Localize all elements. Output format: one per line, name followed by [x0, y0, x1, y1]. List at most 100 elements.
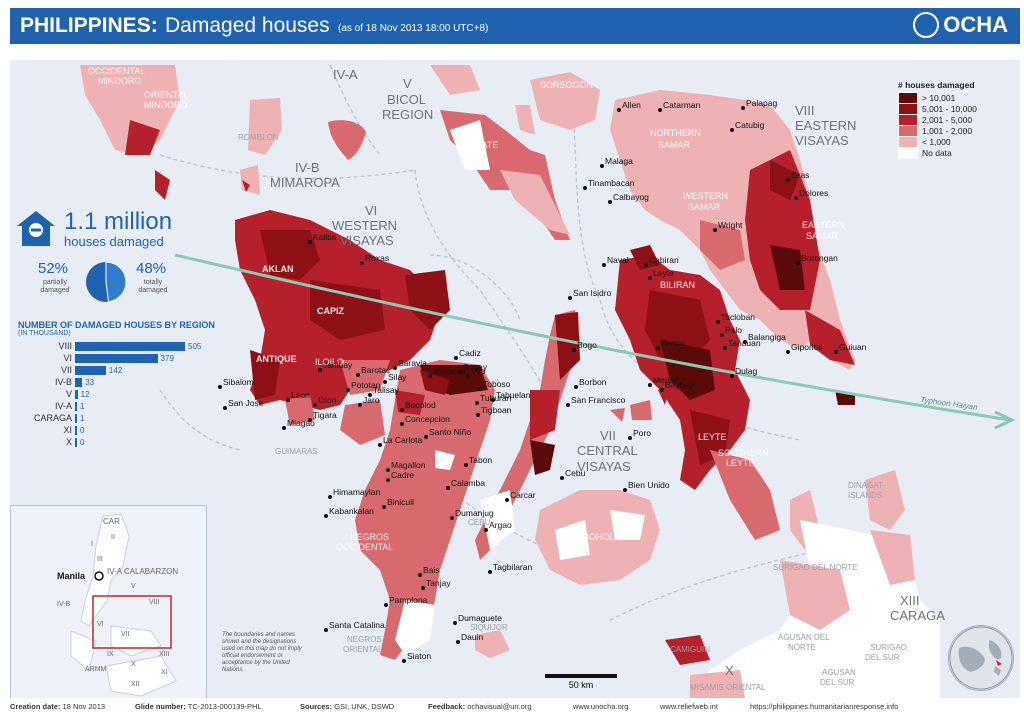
- sources: Sources: GSI, UNK, DSWD: [300, 702, 395, 711]
- place-marker: [400, 408, 404, 412]
- damage-pie-block: 52% partially damaged 48% totally damaged: [24, 260, 184, 308]
- inset-label: II: [111, 534, 115, 541]
- link-humanitarianresponse[interactable]: https://philippines.humanitarianresponse…: [750, 702, 899, 711]
- province-label: AGUSAN: [822, 668, 856, 677]
- chart-title: NUMBER OF DAMAGED HOUSES BY REGION: [18, 320, 215, 330]
- place-markers: Allen Catarman Palapag Catubig Malaga Tinamba…: [218, 98, 867, 663]
- partially-pct: 52%: [38, 260, 69, 277]
- legend-label: > 10,001: [922, 92, 956, 103]
- damage-pie-chart: [86, 261, 127, 303]
- bar-value-label: 33: [85, 377, 95, 387]
- place-label: Kabankalan: [329, 506, 374, 516]
- province-label: AKLAN: [262, 264, 294, 274]
- province-label: MINDORO: [98, 76, 142, 86]
- place-marker: [358, 403, 362, 407]
- mindanao-area: [665, 470, 940, 698]
- place-marker: [424, 435, 428, 439]
- place-label: Catarman: [663, 100, 701, 110]
- place-marker: [464, 463, 468, 467]
- place-marker: [660, 388, 664, 392]
- place-marker: [617, 108, 621, 112]
- region-label-vii: VII: [600, 428, 616, 443]
- province-label: OCCIDENTAL: [88, 66, 145, 76]
- place-label: Magallon: [391, 460, 426, 470]
- place-marker: [383, 380, 387, 384]
- region-label-viii-name: EASTERN: [795, 118, 856, 133]
- region-label-x: X: [725, 663, 734, 678]
- legend-item: 5,001 - 10,000: [898, 102, 1010, 115]
- place-label: Tanjay: [426, 578, 451, 588]
- glide-number: Glide number: TC-2013-000139-PHL: [135, 702, 262, 711]
- place-marker: [386, 478, 390, 482]
- place-marker: [478, 387, 482, 391]
- province-label: DINAGAT: [848, 481, 883, 490]
- place-marker: [450, 516, 454, 520]
- place-label: Jaro: [363, 395, 380, 405]
- place-label: Cadre: [391, 470, 414, 480]
- place-label: Oras: [791, 170, 809, 180]
- bar-row: IV-A 1: [18, 400, 218, 412]
- scale-bar-line: [545, 674, 617, 678]
- disclaimer-text: The boundaries and names shown and the d…: [222, 632, 302, 673]
- link-unocha[interactable]: www.unocha.org: [573, 702, 629, 711]
- inset-label: X: [131, 661, 136, 668]
- place-marker: [453, 621, 457, 625]
- place-label: Talisay: [373, 385, 400, 395]
- region-label-xiii: XIII: [900, 593, 920, 608]
- place-label: Calamba: [451, 478, 485, 488]
- place-label: Cabiran: [649, 255, 679, 265]
- place-marker: [346, 388, 350, 392]
- place-marker: [623, 488, 627, 492]
- place-marker: [574, 385, 578, 389]
- partially-label: partially damaged: [40, 279, 70, 294]
- link-reliefweb[interactable]: www.reliefweb.int: [660, 702, 718, 711]
- place-label: Leyte: [653, 268, 674, 278]
- place-label: Ormoc: [661, 338, 687, 348]
- province-label: MISAMIS ORIENTAL: [690, 683, 766, 692]
- bar-category-label: VI: [63, 353, 72, 363]
- region-label-viii-name2: VISAYAS: [795, 133, 849, 148]
- province-label: BILIRAN: [660, 280, 695, 290]
- map-date-note: (as of 18 Nov 2013 18:00 UTC+8): [338, 23, 489, 34]
- place-marker: [600, 164, 604, 168]
- place-marker: [786, 178, 790, 182]
- inset-label: IV-A CALABARZON: [107, 567, 178, 576]
- place-label: Dulag: [735, 366, 757, 376]
- bar: [75, 401, 77, 411]
- province-label: CAMIGUIN: [670, 645, 710, 654]
- negros-island: [355, 360, 495, 660]
- place-label: Balangiga: [748, 332, 786, 342]
- place-marker: [796, 261, 800, 265]
- inset-label: XIII: [159, 651, 170, 658]
- place-marker: [324, 514, 328, 518]
- bohol-island: [535, 490, 660, 585]
- siquijor-island: [475, 630, 510, 658]
- place-marker: [491, 398, 495, 402]
- map-legend: # houses damaged > 10,001 5,001 - 10,000 2…: [898, 80, 1010, 159]
- place-marker: [648, 383, 652, 387]
- place-marker: [384, 603, 388, 607]
- legend-label: No data: [922, 147, 952, 158]
- bar: [75, 437, 77, 447]
- bar: [75, 413, 77, 423]
- place-label: Cebu: [565, 468, 586, 478]
- place-marker: [308, 240, 312, 244]
- province-label: SURIGAO: [870, 643, 907, 652]
- bicol-area: [430, 65, 600, 240]
- place-marker: [658, 108, 662, 112]
- province-label: ORIENTAL: [343, 645, 383, 654]
- inset-label: IX: [107, 651, 114, 658]
- bar-category-label: VII: [60, 365, 72, 375]
- inset-manila-label: Manila: [57, 571, 86, 581]
- place-label: Dumaguete: [458, 613, 502, 623]
- region-label-vii-name: CENTRAL: [577, 443, 638, 458]
- place-label: Allen: [622, 100, 641, 110]
- inset-label: CAR: [103, 517, 120, 526]
- pie-slice-totally: [105, 261, 127, 303]
- province-label: WESTERN: [683, 191, 728, 201]
- ocha-logo-text: OCHA: [943, 12, 1008, 37]
- place-marker: [720, 333, 724, 337]
- place-label: Giporlos: [791, 342, 823, 352]
- place-marker: [475, 401, 479, 405]
